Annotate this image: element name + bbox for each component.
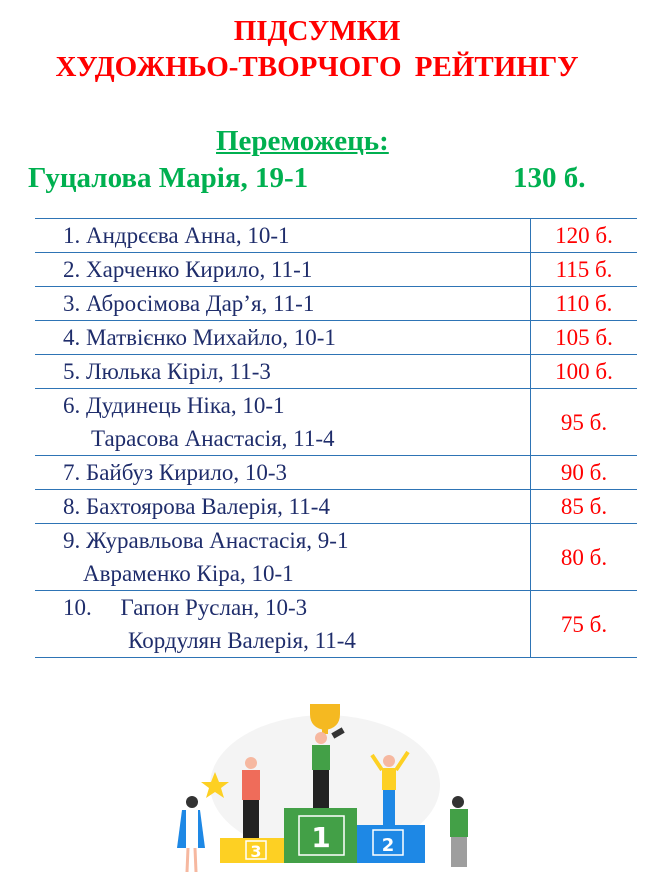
row-name: 4. Матвієнко Михайло, 10-1 (35, 320, 531, 355)
row-score: 100 б. (530, 354, 637, 389)
podium-label-3: 3 (250, 842, 261, 861)
row-name: 6. Дудинець Ніка, 10-1 Тарасова Анастасія… (35, 388, 531, 456)
winner-score: 130 б. (513, 162, 586, 194)
row-score: 80 б. (530, 523, 637, 591)
ranking-table: 1. Андрєєва Анна, 10-1 120 б. 2. Харченко… (35, 218, 637, 658)
table-row: 9. Журавльова Анастасія, 9-1 Авраменко Кі… (35, 523, 637, 591)
winner-label: Переможець: (216, 125, 389, 157)
trophy-icon (310, 704, 345, 739)
podium-second (357, 825, 425, 863)
row-name: 9. Журавльова Анастасія, 9-1 Авраменко Кі… (35, 523, 531, 591)
winner-name: Гуцалова Марія, 19-1 (28, 162, 309, 194)
row-score: 85 б. (530, 489, 637, 524)
person-star-icon (177, 772, 229, 873)
row-name: 7. Байбуз Кирило, 10-3 (35, 455, 531, 490)
row-name: 3. Абросімова Дар’я, 11-1 (35, 286, 531, 321)
table-row: 3. Абросімова Дар’я, 11-1 110 б. (35, 286, 637, 321)
table-row: 5. Люлька Кіріл, 11-3 100 б. (35, 354, 637, 389)
row-name: 5. Люлька Кіріл, 11-3 (35, 354, 531, 389)
table-row: 6. Дудинець Ніка, 10-1 Тарасова Анастасія… (35, 388, 637, 456)
table-row: 7. Байбуз Кирило, 10-3 90 б. (35, 455, 637, 490)
row-score: 115 б. (530, 252, 637, 287)
row-score: 105 б. (530, 320, 637, 355)
title-line-2: ХУДОЖНЬО-ТВОРЧОГО РЕЙТИНГУ (55, 51, 579, 83)
title-line-1: ПІДСУМКИ (233, 15, 401, 47)
table-row: 4. Матвієнко Михайло, 10-1 105 б. (35, 320, 637, 355)
row-name: 1. Андрєєва Анна, 10-1 (35, 218, 531, 253)
person-second-icon (370, 750, 410, 825)
podium-first (284, 808, 357, 863)
row-name: 2. Харченко Кирило, 11-1 (35, 252, 531, 287)
row-score: 120 б. (530, 218, 637, 253)
table-row: 2. Харченко Кирило, 11-1 115 б. (35, 252, 637, 287)
podium-label-1: 1 (311, 821, 330, 854)
row-name: 8. Бахтоярова Валерія, 11-4 (35, 489, 531, 524)
table-row: 1. Андрєєва Анна, 10-1 120 б. (35, 218, 637, 253)
person-third-icon (242, 757, 260, 838)
row-name: 10. Гапон Руслан, 10-3 Кордулян Валерія, … (35, 590, 531, 658)
podium-label-2: 2 (382, 835, 395, 856)
person-right-icon (450, 796, 468, 867)
table-row: 10. Гапон Руслан, 10-3 Кордулян Валерія, … (35, 590, 637, 658)
podium-illustration: 3 1 2 (177, 704, 468, 873)
row-score: 95 б. (530, 388, 637, 456)
row-score: 75 б. (530, 590, 637, 658)
person-first-icon (312, 732, 330, 808)
row-score: 110 б. (530, 286, 637, 321)
row-score: 90 б. (530, 455, 637, 490)
table-row: 8. Бахтоярова Валерія, 11-4 85 б. (35, 489, 637, 524)
